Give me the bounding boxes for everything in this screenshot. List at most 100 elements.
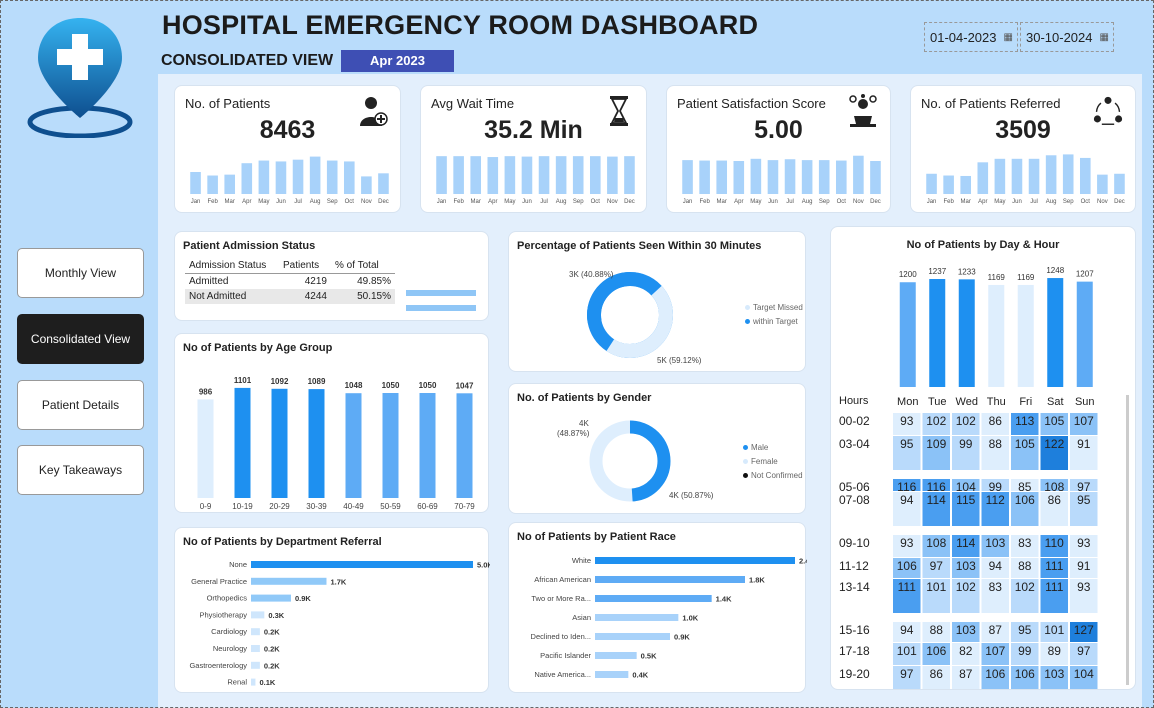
hbar[interactable] bbox=[595, 614, 679, 621]
legend-item[interactable]: Not Confirmed bbox=[743, 471, 803, 480]
spark-bar[interactable] bbox=[733, 161, 745, 194]
heatmap-cell[interactable] bbox=[1070, 492, 1098, 526]
spark-bar[interactable] bbox=[699, 160, 710, 194]
heatmap-cell[interactable] bbox=[1011, 413, 1039, 435]
table-row[interactable]: Admitted 4219 49.85% bbox=[185, 274, 395, 290]
heatmap-cell[interactable] bbox=[1040, 622, 1069, 642]
heatmap-cell[interactable] bbox=[981, 558, 1010, 578]
heatmap-cell[interactable] bbox=[952, 436, 980, 470]
heatmap-cell[interactable] bbox=[922, 413, 951, 435]
spark-bar[interactable] bbox=[326, 160, 338, 194]
heatmap-cell[interactable] bbox=[1040, 535, 1069, 557]
spark-bar[interactable] bbox=[504, 156, 516, 194]
heatmap-cell[interactable] bbox=[922, 643, 951, 665]
spark-bar[interactable] bbox=[361, 176, 372, 194]
hbar[interactable] bbox=[251, 577, 327, 585]
heatmap-cell[interactable] bbox=[952, 413, 980, 435]
heatmap-cell[interactable] bbox=[981, 535, 1010, 557]
legend-item[interactable]: Female bbox=[743, 457, 778, 466]
legend-item[interactable]: Male bbox=[743, 443, 768, 452]
heatmap-cell[interactable] bbox=[952, 666, 980, 689]
spark-bar[interactable] bbox=[1114, 173, 1125, 194]
heatmap-cell[interactable] bbox=[1040, 413, 1069, 435]
heatmap-cell[interactable] bbox=[981, 436, 1010, 470]
heatmap-cell[interactable] bbox=[1040, 479, 1069, 491]
date-from-input[interactable]: 01-04-2023 ▦ bbox=[924, 22, 1018, 52]
spark-bar[interactable] bbox=[572, 156, 584, 194]
heatmap-cell[interactable] bbox=[981, 479, 1010, 491]
heatmap-cell[interactable] bbox=[1011, 558, 1039, 578]
heatmap-cell[interactable] bbox=[893, 558, 921, 578]
age-bar[interactable] bbox=[456, 393, 473, 498]
spark-bar[interactable] bbox=[801, 160, 813, 194]
spark-bar[interactable] bbox=[716, 160, 728, 194]
heatmap-cell[interactable] bbox=[981, 643, 1010, 665]
spark-bar[interactable] bbox=[538, 156, 550, 194]
heatmap-cell[interactable] bbox=[922, 622, 951, 642]
hbar[interactable] bbox=[595, 633, 670, 640]
age-bar[interactable] bbox=[197, 399, 214, 498]
heatmap-cell[interactable] bbox=[893, 535, 921, 557]
donut-segment[interactable] bbox=[589, 420, 671, 502]
heatmap-cell[interactable] bbox=[1070, 535, 1098, 557]
legend-item[interactable]: within Target bbox=[745, 317, 798, 326]
age-bar[interactable] bbox=[419, 393, 436, 498]
spark-bar[interactable] bbox=[378, 173, 389, 194]
age-bar[interactable] bbox=[382, 393, 399, 498]
heatmap-cell[interactable] bbox=[952, 492, 980, 526]
spark-bar[interactable] bbox=[1079, 157, 1091, 194]
spark-bar[interactable] bbox=[521, 156, 533, 194]
heatmap-cell[interactable] bbox=[893, 479, 921, 491]
heatmap-cell[interactable] bbox=[893, 492, 921, 526]
spark-bar[interactable] bbox=[343, 161, 355, 194]
spark-bar[interactable] bbox=[589, 156, 601, 194]
heatmap-cell[interactable] bbox=[981, 579, 1010, 613]
hbar[interactable] bbox=[595, 595, 712, 602]
day-bar[interactable] bbox=[958, 279, 975, 387]
date-to-input[interactable]: 30-10-2024 ▦ bbox=[1020, 22, 1114, 52]
heatmap-cell[interactable] bbox=[952, 579, 980, 613]
heatmap-cell[interactable] bbox=[1040, 579, 1069, 613]
spark-bar[interactable] bbox=[784, 159, 796, 194]
age-bar[interactable] bbox=[271, 388, 288, 498]
spark-bar[interactable] bbox=[207, 175, 218, 194]
hbar[interactable] bbox=[251, 611, 265, 619]
calendar-icon[interactable]: ▦ bbox=[1003, 32, 1013, 43]
heatmap-cell[interactable] bbox=[981, 413, 1010, 435]
heatmap-cell[interactable] bbox=[1011, 579, 1039, 613]
heatmap-cell[interactable] bbox=[952, 535, 980, 557]
age-bar[interactable] bbox=[345, 393, 362, 498]
hbar[interactable] bbox=[251, 561, 473, 568]
spark-bar[interactable] bbox=[624, 156, 635, 194]
spark-bar[interactable] bbox=[275, 161, 287, 194]
spark-bar[interactable] bbox=[1062, 154, 1074, 194]
spark-bar[interactable] bbox=[1028, 158, 1040, 194]
hbar[interactable] bbox=[595, 576, 745, 583]
heatmap-cell[interactable] bbox=[893, 413, 921, 435]
heatmap-cell[interactable] bbox=[981, 666, 1010, 689]
day-bar[interactable] bbox=[988, 284, 1005, 387]
spark-bar[interactable] bbox=[977, 162, 989, 194]
heatmap-cell[interactable] bbox=[893, 622, 921, 642]
day-bar[interactable] bbox=[1017, 284, 1034, 387]
day-bar[interactable] bbox=[1076, 281, 1093, 387]
spark-bar[interactable] bbox=[190, 172, 201, 194]
legend-item[interactable]: Target Missed bbox=[745, 303, 803, 312]
heatmap-cell[interactable] bbox=[1070, 413, 1098, 435]
heatmap-cell[interactable] bbox=[952, 643, 980, 665]
heatmap-cell[interactable] bbox=[981, 492, 1010, 526]
heatmap-cell[interactable] bbox=[922, 579, 951, 613]
spark-bar[interactable] bbox=[835, 160, 847, 194]
spark-bar[interactable] bbox=[292, 159, 304, 194]
month-chip[interactable]: Apr 2023 bbox=[341, 50, 454, 72]
heatmap-cell[interactable] bbox=[893, 436, 921, 470]
heatmap-cell[interactable] bbox=[1011, 436, 1039, 470]
spark-bar[interactable] bbox=[1045, 155, 1057, 194]
spark-bar[interactable] bbox=[853, 155, 864, 194]
heatmap-cell[interactable] bbox=[922, 492, 951, 526]
heatmap-cell[interactable] bbox=[1070, 579, 1098, 613]
hbar[interactable] bbox=[595, 652, 637, 659]
consolidated-view-button[interactable]: Consolidated View bbox=[17, 314, 144, 364]
heatmap-cell[interactable] bbox=[952, 622, 980, 642]
heatmap-cell[interactable] bbox=[952, 558, 980, 578]
